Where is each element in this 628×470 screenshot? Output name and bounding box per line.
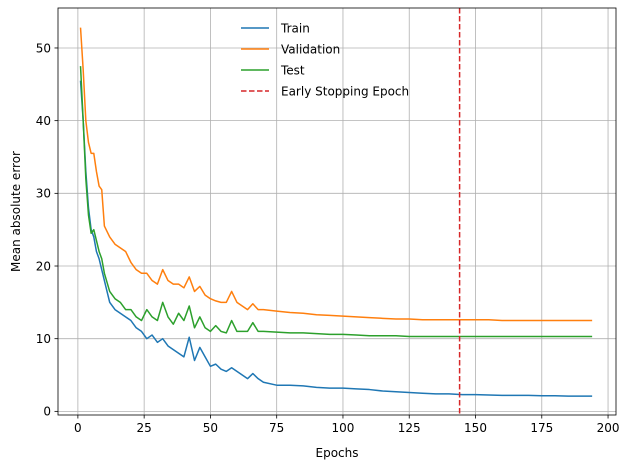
x-tick-label: 0 xyxy=(74,421,82,435)
legend-label: Test xyxy=(280,64,305,78)
plot-frame xyxy=(57,7,617,416)
x-tick-label: 200 xyxy=(597,421,620,435)
legend-label: Validation xyxy=(281,43,340,57)
x-axis-label: Epochs xyxy=(316,446,359,460)
series-line-test xyxy=(79,66,593,338)
series-line-train xyxy=(79,80,593,397)
x-tick-label: 125 xyxy=(398,421,421,435)
x-tick-label: 150 xyxy=(464,421,487,435)
y-tick-label: 0 xyxy=(43,405,51,419)
series-layer xyxy=(79,8,593,415)
x-tick-label: 25 xyxy=(137,421,152,435)
x-tick-label: 50 xyxy=(203,421,218,435)
y-tick-label: 20 xyxy=(36,259,51,273)
legend: Train Validation Test Early Stopping Epoch xyxy=(241,22,409,99)
x-tick-label: 75 xyxy=(269,421,284,435)
legend-label: Train xyxy=(280,22,310,36)
series-line-validation xyxy=(79,27,593,322)
x-tick-label: 100 xyxy=(332,421,355,435)
y-tick-label: 30 xyxy=(36,187,51,201)
grid xyxy=(58,8,616,415)
y-tick-label: 10 xyxy=(36,332,51,346)
legend-label: Early Stopping Epoch xyxy=(281,85,409,99)
y-tick-label: 40 xyxy=(36,114,51,128)
y-tick-label: 50 xyxy=(36,41,51,55)
axes: 0 25 50 75 100 125 150 175 200 0 10 20 30 40 50 xyxy=(36,7,620,435)
y-axis-label: Mean absolute error xyxy=(9,151,23,272)
x-tick-label: 175 xyxy=(530,421,553,435)
